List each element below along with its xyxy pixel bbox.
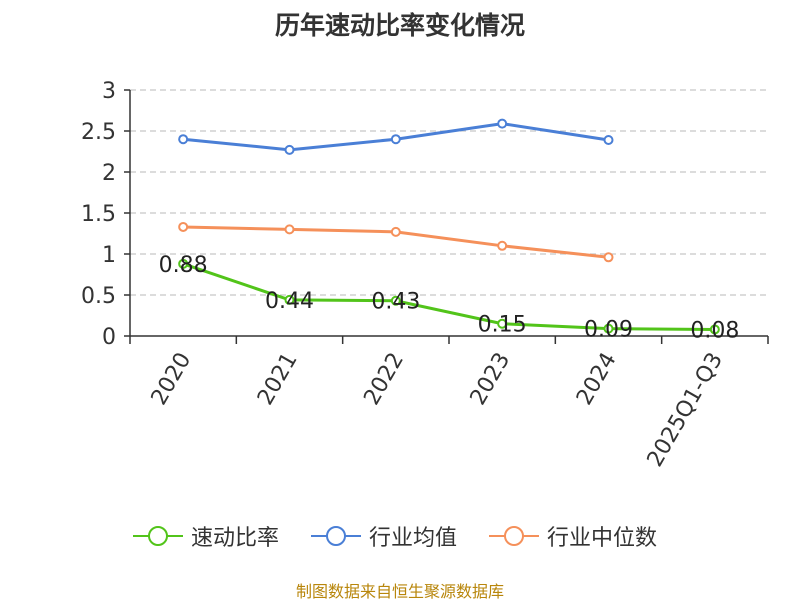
legend-item-industry-median[interactable]: 行业中位数 (489, 520, 657, 552)
data-label: 0.43 (371, 290, 420, 315)
x-tick-label: 2023 (466, 348, 516, 409)
data-label: 0.08 (690, 318, 739, 343)
x-tick-label: 2025Q1-Q3 (643, 349, 728, 472)
data-point (390, 295, 401, 306)
data-point (178, 221, 189, 232)
series-line (182, 262, 715, 331)
data-point (497, 240, 508, 251)
legend-marker-icon (311, 526, 361, 546)
legend-item-quick-ratio[interactable]: 速动比率 (133, 520, 279, 552)
y-tick-label: 0.5 (81, 284, 116, 309)
y-tick-label: 1 (102, 243, 116, 268)
grid-lines (130, 89, 768, 296)
data-label: 0.88 (159, 253, 208, 278)
data-point (284, 294, 295, 305)
chart-title: 历年速动比率变化情况 (274, 11, 525, 40)
data-label: 0.09 (584, 318, 633, 343)
data-point (284, 224, 295, 235)
data-point (603, 323, 614, 334)
source-note: 制图数据来自恒生聚源数据库 (295, 582, 504, 601)
axes: 0 0.5 1 1.5 2 2.5 3 2020 2021 2022 2023 2024 2025Q1-… (81, 79, 769, 472)
data-point (603, 135, 614, 146)
data-label: 0.15 (478, 313, 527, 338)
legend-label: 行业中位数 (547, 526, 658, 551)
y-tick-label: 3 (102, 79, 116, 104)
legend-item-industry-mean[interactable]: 行业均值 (311, 520, 457, 552)
data-point (603, 252, 614, 263)
data-point (709, 324, 720, 335)
data-label: 0.44 (265, 289, 314, 314)
legend-marker-icon (489, 526, 539, 546)
legend-label: 行业均值 (369, 526, 458, 551)
data-point (497, 318, 508, 329)
y-tick-label: 0 (102, 325, 116, 350)
x-tick-label: 2024 (572, 349, 622, 410)
data-point (497, 118, 508, 129)
legend-marker-icon (133, 526, 183, 546)
data-point (390, 226, 401, 237)
series-group (178, 118, 720, 335)
x-tick-label: 2020 (147, 349, 197, 410)
x-tick-label: 2022 (359, 349, 409, 410)
x-tick-label: 2021 (253, 349, 303, 410)
data-point (178, 258, 189, 269)
y-tick-label: 2.5 (81, 120, 116, 145)
legend-label: 速动比率 (191, 526, 280, 551)
data-labels: 0.88 0.44 0.43 0.15 0.09 0.08 (159, 253, 740, 344)
y-tick-label: 1.5 (81, 202, 116, 227)
y-tick-label: 2 (102, 161, 116, 186)
data-point (284, 144, 295, 155)
data-point (390, 134, 401, 145)
data-point (178, 134, 189, 145)
